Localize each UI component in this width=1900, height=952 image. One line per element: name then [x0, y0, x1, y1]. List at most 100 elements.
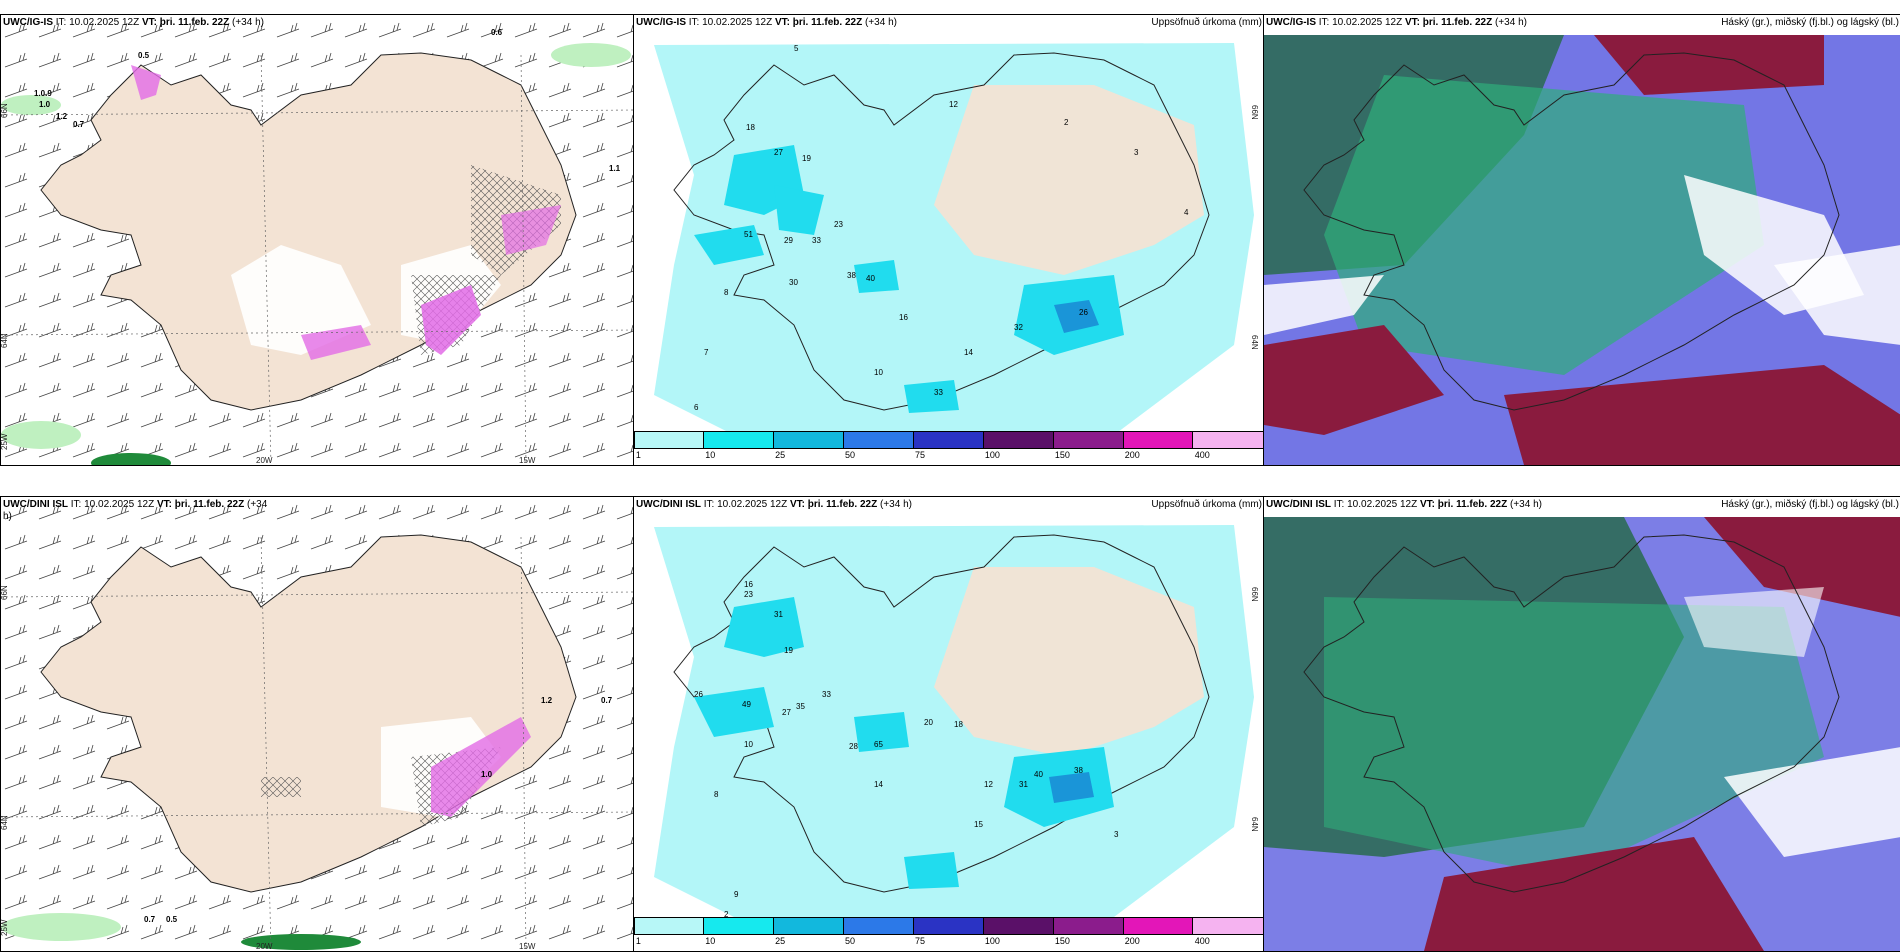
value-label: 12: [949, 100, 958, 109]
value-label: 5: [794, 44, 799, 53]
panel-dini-cloud: UWC/DINI ISL IT: 10.02.2025 12Z VT: þri.…: [1263, 496, 1900, 952]
lat-label: 64N: [1, 815, 9, 830]
value-label: 18: [746, 123, 755, 132]
colorbar-tick: 400: [1194, 936, 1210, 946]
value-label: 12: [984, 780, 993, 789]
value-label: 31: [1019, 780, 1028, 789]
lead-time-cont: h): [3, 511, 12, 522]
colorbar-tick: 50: [845, 936, 856, 946]
value-label: 15: [974, 820, 983, 829]
lat-label: 64N: [1250, 335, 1259, 350]
lon-label: 20W: [256, 456, 273, 465]
valid-time: VT: þri. 11.feb. 22Z: [141, 17, 230, 28]
value-label: 0.6: [491, 28, 503, 37]
precip-map: 66N 64N 5 18 27 19 51 29 33 23 30 38 40 …: [634, 15, 1264, 465]
value-label: 38: [1074, 766, 1083, 775]
value-label: 1.1: [609, 164, 621, 173]
colorbar-tick: 1: [635, 936, 641, 946]
value-label: 0.7: [601, 696, 613, 705]
value-label: 23: [834, 220, 843, 229]
value-label: 28: [849, 742, 858, 751]
value-label: 16: [744, 580, 753, 589]
panel-header: UWC/IG-IS IT: 10.02.2025 12Z VT: þri. 11…: [1, 15, 634, 35]
value-label: 27: [782, 708, 791, 717]
colorbar-tick: 25: [775, 936, 786, 946]
value-label: 33: [934, 388, 943, 397]
value-label: 29: [784, 236, 793, 245]
valid-time: VT: þri. 11.feb. 22Z: [774, 17, 863, 28]
colorbar-tick: 100: [984, 936, 1000, 946]
lat-label: 66N: [1250, 587, 1259, 602]
colorbar-tick: 10: [705, 936, 716, 946]
wind-map: 66N 64N 25W 20W 15W 1.2 0.7 0.7 0.5 1.0: [1, 497, 634, 951]
model-name: UWC/DINI ISL: [1266, 499, 1331, 510]
value-label: 30: [789, 278, 798, 287]
lon-label: 25W: [1, 919, 9, 936]
panel-header: UWC/DINI ISL IT: 10.02.2025 12Z VT: þri.…: [1264, 497, 1900, 517]
panel-header: UWC/DINI ISL IT: 10.02.2025 12Z VT: þri.…: [1, 497, 634, 527]
model-name: UWC/IG-IS: [1266, 17, 1316, 28]
value-label: 33: [812, 236, 821, 245]
model-name: UWC/IG-IS: [636, 17, 686, 28]
value-label: 1.0: [39, 100, 51, 109]
value-label: 31: [774, 610, 783, 619]
value-label: 20: [924, 718, 933, 727]
lead-time: (+34 h): [862, 17, 897, 28]
colorbar-tick: 200: [1124, 936, 1140, 946]
value-label: 1.2: [56, 112, 68, 121]
cloud-map: [1264, 497, 1900, 951]
value-label: 18: [954, 720, 963, 729]
panel-header: UWC/IG-IS IT: 10.02.2025 12Z VT: þri. 11…: [634, 15, 1264, 35]
value-label: 9: [734, 890, 739, 899]
init-time: IT: 10.02.2025 12Z: [53, 17, 142, 28]
value-label: 2: [724, 910, 729, 919]
value-label: 26: [1079, 308, 1088, 317]
value-label: 0.5: [166, 915, 178, 924]
precip-map: 66N 64N 16 23 31 19 49 27 35 33 28 65 20…: [634, 497, 1264, 951]
colorbar-tick: 50: [845, 450, 856, 460]
value-label: 49: [742, 700, 751, 709]
colorbar-tick: 25: [775, 450, 786, 460]
value-label: 27: [774, 148, 783, 157]
panel-header: UWC/IG-IS IT: 10.02.2025 12Z VT: þri. 11…: [1264, 15, 1900, 35]
colorbar-tick: 400: [1194, 450, 1210, 460]
panel-igis-wind: UWC/IG-IS IT: 10.02.2025 12Z VT: þri. 11…: [0, 14, 635, 466]
value-label: 10: [874, 368, 883, 377]
valid-time: VT: þri. 11.feb. 22Z: [789, 499, 878, 510]
value-label: 8: [714, 790, 719, 799]
value-label: 3: [1134, 148, 1139, 157]
value-label: 40: [866, 274, 875, 283]
product-title: Uppsöfnuð úrkoma (mm): [1151, 499, 1262, 510]
cloud-map: [1264, 15, 1900, 465]
colorbar-tick: 75: [914, 936, 925, 946]
panel-header: UWC/DINI ISL IT: 10.02.2025 12Z VT: þri.…: [634, 497, 1264, 517]
colorbar-tick: 200: [1124, 450, 1140, 460]
precip-values: 5 18 27 19 51 29 33 23 30 38 40 16 12 32…: [694, 44, 1189, 412]
value-label: 1.0.9: [34, 89, 52, 98]
lat-label: 66N: [1, 103, 9, 118]
lat-label: 66N: [1, 585, 9, 600]
colorbar-tick: 100: [984, 450, 1000, 460]
lead-time: (+34 h): [229, 17, 264, 28]
panel-dini-wind: UWC/DINI ISL IT: 10.02.2025 12Z VT: þri.…: [0, 496, 635, 952]
value-label: 3: [1114, 830, 1119, 839]
wind-map: 66N 64N 25W 20W 15W 0.5 1.0.9 1.0 1.2 0.…: [1, 15, 634, 465]
value-label: 33: [822, 690, 831, 699]
model-name: UWC/IG-IS: [3, 17, 53, 28]
model-name: UWC/DINI ISL: [636, 499, 701, 510]
lon-label: 25W: [1, 433, 9, 450]
lead-time: (+34: [244, 499, 268, 510]
panel-dini-precip: UWC/DINI ISL IT: 10.02.2025 12Z VT: þri.…: [633, 496, 1265, 952]
value-label: 8: [724, 288, 729, 297]
colorbar-tick: 1: [635, 450, 641, 460]
init-time: IT: 10.02.2025 12Z: [701, 499, 790, 510]
lead-time: (+34 h): [877, 499, 912, 510]
product-title: Háský (gr.), miðský (fj.bl.) og lágský (…: [1721, 17, 1899, 28]
valid-time: VT: þri. 11.feb. 22Z: [156, 499, 245, 510]
value-label: 1.2: [541, 696, 553, 705]
lead-time: (+34 h): [1507, 499, 1542, 510]
value-label: 40: [1034, 770, 1043, 779]
panel-igis-cloud: UWC/IG-IS IT: 10.02.2025 12Z VT: þri. 11…: [1263, 14, 1900, 466]
precip-values: 16 23 31 19 49 27 35 33 28 65 20 18 40 3…: [694, 580, 1119, 919]
colorbar-tick: 10: [705, 450, 716, 460]
